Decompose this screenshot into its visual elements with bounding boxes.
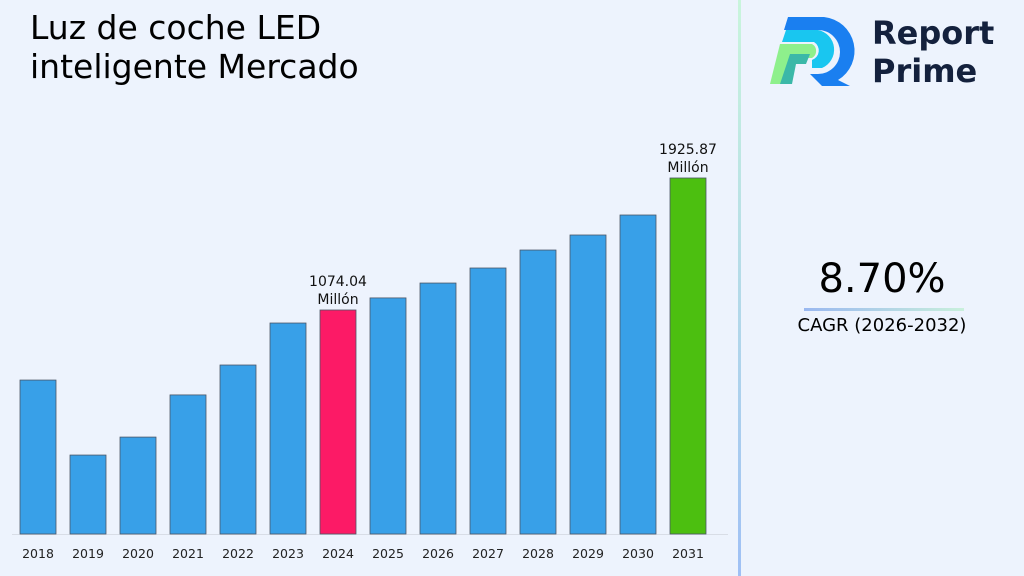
x-tick-label: 2019 [72, 546, 104, 561]
data-label-value: 1074.04 [309, 274, 367, 290]
divider [738, 0, 741, 576]
data-label-unit: Millón [317, 292, 358, 308]
bar-2023 [269, 322, 307, 535]
x-tick-label: 2026 [422, 546, 454, 561]
x-tick-label: 2021 [172, 546, 204, 561]
x-tick-label: 2029 [572, 546, 604, 561]
x-tick-label: 2028 [522, 546, 554, 561]
data-label-value: 1925.87 [659, 142, 717, 158]
bar-2024 [319, 309, 357, 535]
report-prime-logo-icon [770, 17, 855, 86]
brand-name-line1: Report [872, 14, 995, 52]
bar-2031 [669, 177, 707, 535]
bar-2018 [19, 379, 57, 535]
bar-chart: 2018 2019 2020 2021 2022 2023 2024 2025 2026 2027… [12, 142, 728, 561]
cagr-underline [804, 308, 964, 311]
x-tick-label: 2022 [222, 546, 254, 561]
bar-2028 [519, 249, 557, 535]
bar-2022 [219, 364, 257, 535]
bar-2029 [569, 234, 607, 535]
bar-2020 [119, 436, 157, 535]
bar-2026 [419, 282, 457, 535]
x-tick-label: 2031 [672, 546, 704, 561]
x-tick-label: 2027 [472, 546, 504, 561]
brand-name: Report Prime [872, 14, 994, 90]
x-tick-label: 2020 [122, 546, 154, 561]
chart-title: Luz de coche LED inteligente Mercado [30, 8, 359, 86]
x-tick-label: 2025 [372, 546, 404, 561]
cagr-label: CAGR (2026-2032) [797, 315, 967, 336]
bar-2025 [369, 297, 407, 535]
x-tick-label: 2030 [622, 546, 654, 561]
x-tick-label: 2018 [22, 546, 54, 561]
x-tick-label: 2023 [272, 546, 304, 561]
x-tick-label: 2024 [322, 546, 354, 561]
brand-name-line2: Prime [872, 52, 978, 90]
cagr-value: 8.70% [818, 256, 946, 302]
bar-2021 [169, 394, 207, 535]
bar-2030 [619, 214, 657, 535]
data-label-unit: Millón [667, 160, 708, 176]
bar-2027 [469, 267, 507, 535]
bar-2019 [69, 454, 107, 535]
